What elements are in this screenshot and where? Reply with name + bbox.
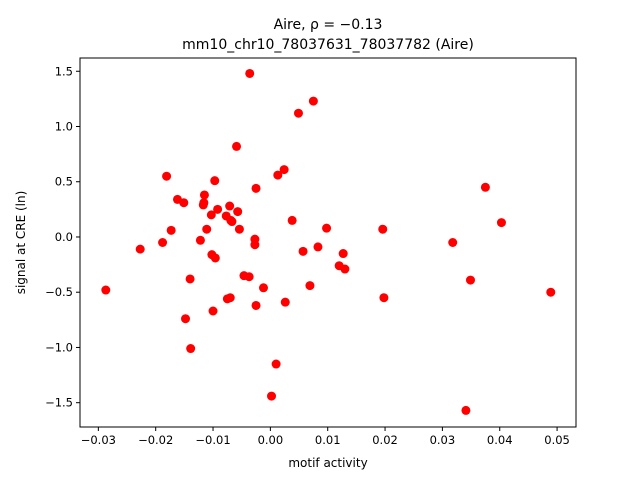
x-axis-label: motif activity xyxy=(288,456,367,470)
y-tick-label: −1.0 xyxy=(45,340,73,354)
data-point xyxy=(158,238,168,247)
y-tick-label: 0.0 xyxy=(55,230,73,244)
data-point xyxy=(208,306,218,316)
data-point xyxy=(448,238,458,247)
data-point xyxy=(162,171,172,181)
data-point xyxy=(101,285,111,295)
data-point xyxy=(233,207,243,217)
data-points xyxy=(101,68,556,415)
x-axis-ticks: −0.03 −0.02 −0.01 0.00 0.01 0.02 0.03 0.04 0.05 xyxy=(81,427,570,447)
x-tick-label: −0.03 xyxy=(81,433,116,447)
x-tick-label: 0.00 xyxy=(258,433,284,447)
data-point xyxy=(135,244,145,254)
y-tick-label: 1.5 xyxy=(55,64,73,78)
y-tick-label: −1.5 xyxy=(45,396,73,410)
data-point xyxy=(186,344,196,354)
x-tick-label: 0.04 xyxy=(487,433,513,447)
data-point xyxy=(340,264,350,274)
data-point xyxy=(210,176,220,186)
data-point xyxy=(378,224,388,234)
data-point xyxy=(227,217,237,227)
data-point xyxy=(322,223,332,233)
data-point xyxy=(234,224,244,234)
x-tick-label: −0.01 xyxy=(195,433,230,447)
data-point xyxy=(199,198,209,208)
data-point xyxy=(496,218,506,228)
data-point xyxy=(546,287,556,297)
y-tick-label: 1.0 xyxy=(55,119,73,133)
data-point xyxy=(213,204,223,214)
x-tick-label: 0.05 xyxy=(544,433,570,447)
data-point xyxy=(251,183,261,193)
data-point xyxy=(287,215,297,225)
y-axis-ticks: −1.5 −1.0 −0.5 0.0 0.5 1.0 1.5 xyxy=(45,64,80,410)
data-point xyxy=(206,210,216,220)
data-point xyxy=(298,246,308,256)
y-tick-label: −0.5 xyxy=(45,285,73,299)
data-point xyxy=(250,240,260,250)
data-point xyxy=(185,274,195,284)
data-point xyxy=(251,300,261,310)
data-point xyxy=(305,281,315,291)
x-tick-label: −0.02 xyxy=(138,433,173,447)
data-point xyxy=(225,201,235,211)
data-point xyxy=(267,391,277,401)
x-tick-label: 0.01 xyxy=(315,433,341,447)
data-point xyxy=(480,182,490,192)
y-axis-label: signal at CRE (ln) xyxy=(14,191,28,295)
plot-frame xyxy=(79,57,577,428)
data-point xyxy=(244,272,254,282)
y-tick-label: 0.5 xyxy=(55,175,73,189)
data-point xyxy=(338,249,348,259)
data-point xyxy=(202,224,212,234)
data-point xyxy=(232,141,242,151)
chart-title-line2: mm10_chr10_78037631_78037782 (Aire) xyxy=(182,37,474,53)
data-point xyxy=(273,170,283,180)
data-point xyxy=(181,314,191,324)
data-point xyxy=(313,242,323,252)
data-point xyxy=(258,283,268,293)
data-point xyxy=(465,275,475,285)
data-point xyxy=(195,235,205,245)
data-point xyxy=(461,405,471,415)
data-point xyxy=(308,96,318,106)
data-point xyxy=(179,198,189,208)
x-tick-label: 0.03 xyxy=(430,433,456,447)
data-point xyxy=(279,165,289,175)
x-tick-label: 0.02 xyxy=(372,433,398,447)
data-point xyxy=(379,293,389,303)
data-point xyxy=(280,297,290,307)
chart-title-line1: Aire, ρ = −0.13 xyxy=(274,17,383,33)
data-point xyxy=(210,253,220,263)
data-point xyxy=(199,190,209,200)
data-point xyxy=(166,225,176,235)
data-point xyxy=(293,108,303,118)
data-point xyxy=(271,359,281,369)
data-point xyxy=(245,68,255,78)
data-point xyxy=(225,293,235,303)
